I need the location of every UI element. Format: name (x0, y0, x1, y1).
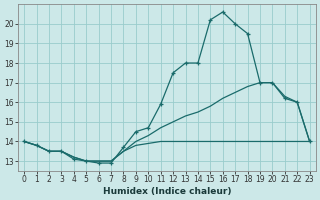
X-axis label: Humidex (Indice chaleur): Humidex (Indice chaleur) (103, 187, 231, 196)
